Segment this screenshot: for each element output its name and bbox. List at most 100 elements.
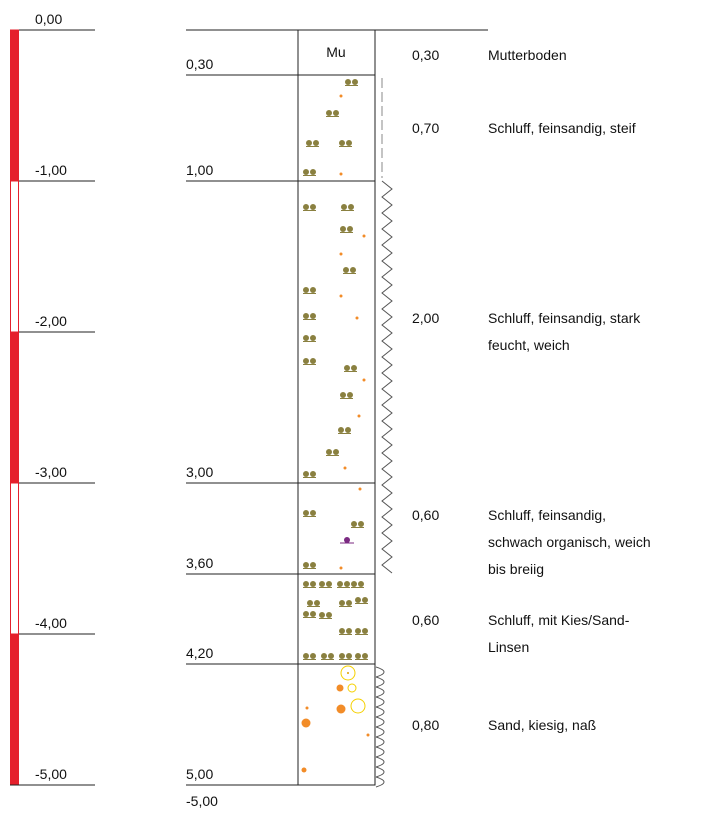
layer-description: schwach organisch, weich — [488, 534, 651, 550]
grain-symbol — [305, 706, 309, 710]
silt-symbol — [351, 521, 357, 527]
gravel-symbol — [340, 665, 356, 681]
silt-symbol — [347, 392, 353, 398]
silt-symbol — [319, 612, 325, 618]
silt-symbol — [326, 581, 332, 587]
grain-symbol — [301, 767, 307, 773]
silt-symbol — [346, 140, 352, 146]
grain-symbol — [336, 684, 344, 692]
silt-symbol — [348, 204, 354, 210]
layer-description: Mutterboden — [488, 47, 567, 63]
silt-symbol — [303, 313, 309, 319]
silt-symbol — [310, 510, 316, 516]
silt-symbol — [310, 169, 316, 175]
scale-segment — [10, 29, 19, 182]
silt-symbol — [362, 628, 368, 634]
silt-symbol — [314, 600, 320, 606]
grain-symbol — [339, 566, 343, 570]
silt-symbol — [351, 581, 357, 587]
silt-symbol — [343, 267, 349, 273]
silt-symbol — [326, 449, 332, 455]
layer-depth: 1,00 — [186, 162, 213, 178]
silt-symbol — [362, 653, 368, 659]
layer-depth: 4,20 — [186, 645, 213, 661]
silt-symbol — [344, 365, 350, 371]
consistency-weich — [381, 180, 393, 574]
grain-symbol — [336, 704, 346, 714]
silt-symbol — [344, 581, 350, 587]
grain-symbol — [339, 294, 343, 298]
scale-segment — [10, 180, 19, 333]
scale-label: -4,00 — [35, 615, 67, 631]
silt-symbol — [303, 204, 309, 210]
silt-symbol — [358, 521, 364, 527]
grain-symbol — [357, 414, 361, 418]
silt-symbol — [326, 110, 332, 116]
layer-depth: 3,00 — [186, 464, 213, 480]
layer-depth: 3,60 — [186, 555, 213, 571]
grain-symbol — [362, 378, 366, 382]
silt-symbol — [310, 562, 316, 568]
silt-symbol — [355, 597, 361, 603]
silt-symbol — [319, 581, 325, 587]
silt-symbol — [310, 358, 316, 364]
layer-thickness: 0,60 — [412, 507, 439, 523]
scale-label: -5,00 — [35, 766, 67, 782]
scale-segment — [10, 633, 19, 786]
silt-symbol — [337, 581, 343, 587]
layer-depth: 5,00 — [186, 766, 213, 782]
layer-thickness: 0,60 — [412, 612, 439, 628]
silt-symbol — [328, 653, 334, 659]
silt-symbol — [307, 600, 313, 606]
silt-symbol — [358, 581, 364, 587]
grain-symbol — [339, 252, 343, 256]
consistency-nass — [375, 666, 385, 788]
silt-symbol — [310, 471, 316, 477]
layer-description: feucht, weich — [488, 337, 570, 353]
grain-symbol — [347, 672, 349, 674]
gravel-symbol — [350, 698, 366, 714]
silt-symbol — [340, 226, 346, 232]
silt-symbol — [303, 471, 309, 477]
scale-label: -2,00 — [35, 313, 67, 329]
layer-description: Schluff, feinsandig, stark — [488, 310, 641, 326]
scale-segment — [10, 331, 19, 484]
scale-label: 0,00 — [35, 11, 62, 27]
silt-symbol — [346, 653, 352, 659]
silt-symbol — [339, 628, 345, 634]
silt-symbol — [333, 449, 339, 455]
layer-description: Schluff, feinsandig, — [488, 507, 606, 523]
silt-symbol — [345, 79, 351, 85]
silt-symbol — [303, 653, 309, 659]
grain-symbol — [362, 234, 366, 238]
silt-symbol — [352, 79, 358, 85]
silt-symbol — [303, 287, 309, 293]
silt-symbol — [310, 581, 316, 587]
silt-symbol — [345, 427, 351, 433]
silt-symbol — [310, 653, 316, 659]
scale-segment — [10, 482, 19, 635]
silt-symbol — [310, 611, 316, 617]
silt-symbol — [339, 140, 345, 146]
silt-symbol — [339, 600, 345, 606]
silt-symbol — [310, 204, 316, 210]
silt-symbol — [310, 335, 316, 341]
silt-symbol — [333, 110, 339, 116]
grain-symbol — [339, 172, 343, 176]
silt-symbol — [303, 335, 309, 341]
grain-symbol — [344, 537, 350, 543]
silt-symbol — [306, 140, 312, 146]
layer-description: Schluff, mit Kies/Sand- — [488, 612, 630, 628]
grain-symbol — [355, 316, 359, 320]
grain-symbol — [339, 94, 343, 98]
silt-symbol — [303, 358, 309, 364]
silt-symbol — [341, 204, 347, 210]
silt-symbol — [313, 140, 319, 146]
layer-thickness: 2,00 — [412, 310, 439, 326]
layer-depth: 0,30 — [186, 56, 213, 72]
layer-thickness: 0,30 — [412, 47, 439, 63]
scale-label: -3,00 — [35, 464, 67, 480]
silt-symbol — [303, 510, 309, 516]
layer-symbol: Mu — [326, 44, 345, 60]
